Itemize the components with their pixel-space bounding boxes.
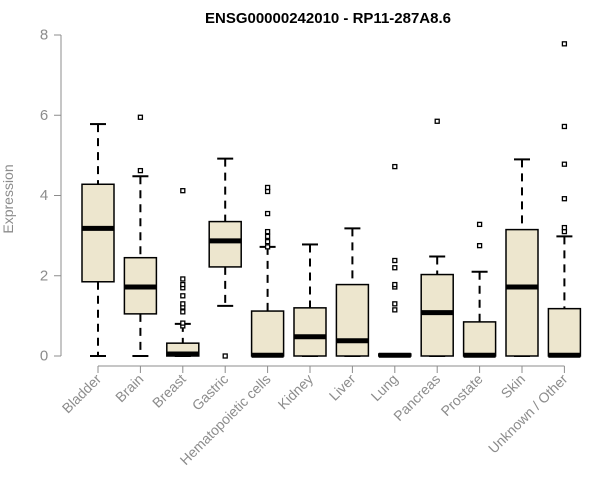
- box-bladder: [81, 123, 115, 357]
- outlier-point: [392, 301, 398, 307]
- outlier-point: [476, 221, 483, 228]
- y-tick-label: 0: [40, 348, 48, 365]
- box-iqr: [420, 273, 454, 357]
- x-tick-label: Skin: [498, 371, 529, 402]
- x-tick-label: Liver: [326, 371, 359, 404]
- box-unknown-other: [547, 41, 582, 358]
- box-iqr: [208, 220, 242, 268]
- outlier-point: [561, 161, 568, 167]
- x-tick-label: Breast: [149, 371, 189, 411]
- y-tick-label: 4: [40, 187, 48, 204]
- x-tick-label: Kidney: [275, 371, 317, 413]
- outlier-point: [561, 123, 568, 130]
- y-axis: 0 2 4 6 8: [40, 27, 62, 365]
- outlier-point: [180, 188, 186, 194]
- box-iqr: [547, 307, 582, 357]
- box-lung: [378, 163, 412, 358]
- box-iqr: [81, 183, 115, 283]
- outlier-point: [392, 257, 398, 264]
- outlier-point: [392, 163, 398, 170]
- box-pancreas: [420, 118, 454, 357]
- outlier-point: [180, 301, 186, 307]
- outlier-point: [264, 210, 271, 217]
- outlier-point: [434, 118, 440, 124]
- outlier-point: [264, 184, 271, 191]
- outlier-point: [180, 293, 186, 299]
- chart-title: ENSG00000242010 - RP11-287A8.6: [205, 10, 451, 27]
- outlier-point: [392, 265, 398, 271]
- outlier-point: [561, 41, 568, 47]
- x-tick-label: Prostate: [438, 371, 486, 419]
- boxes-group: [81, 41, 582, 359]
- outlier-point: [392, 281, 398, 288]
- box-liver: [335, 227, 370, 357]
- box-brain: [123, 114, 158, 357]
- box-iqr: [462, 321, 497, 357]
- outlier-point: [180, 281, 186, 288]
- x-tick-label: Unknown / Other: [485, 371, 571, 457]
- outlier-point: [561, 224, 568, 231]
- x-tick-label: Lung: [368, 371, 401, 404]
- outlier-point: [264, 238, 271, 245]
- outlier-point: [392, 307, 398, 313]
- box-hematopoietic-cells: [250, 184, 285, 358]
- box-kidney: [293, 243, 327, 357]
- outlier-point: [137, 114, 144, 120]
- y-tick-label: 6: [40, 107, 48, 124]
- y-tick-label: 8: [40, 27, 48, 44]
- outlier-point: [180, 276, 186, 282]
- box-skin: [505, 158, 539, 357]
- x-tick-label: Pancreas: [390, 371, 443, 424]
- outlier-point: [180, 309, 186, 315]
- outlier-point: [222, 353, 228, 359]
- box-iqr: [335, 283, 370, 357]
- box-breast: [166, 188, 200, 357]
- outlier-point: [137, 167, 144, 174]
- y-tick-label: 2: [40, 267, 48, 284]
- outlier-point: [180, 320, 186, 326]
- y-axis-label: Expression: [0, 164, 16, 233]
- box-gastric: [208, 157, 242, 359]
- x-tick-label: Brain: [112, 371, 146, 405]
- box-prostate: [462, 221, 497, 358]
- outlier-point: [264, 244, 271, 250]
- box-iqr: [505, 228, 539, 357]
- box-iqr: [293, 307, 327, 357]
- outlier-point: [561, 196, 568, 202]
- outlier-point: [264, 228, 271, 235]
- outlier-point: [264, 233, 271, 240]
- x-tick-label: Bladder: [59, 371, 105, 417]
- box-iqr: [250, 310, 285, 357]
- outlier-point: [476, 243, 483, 249]
